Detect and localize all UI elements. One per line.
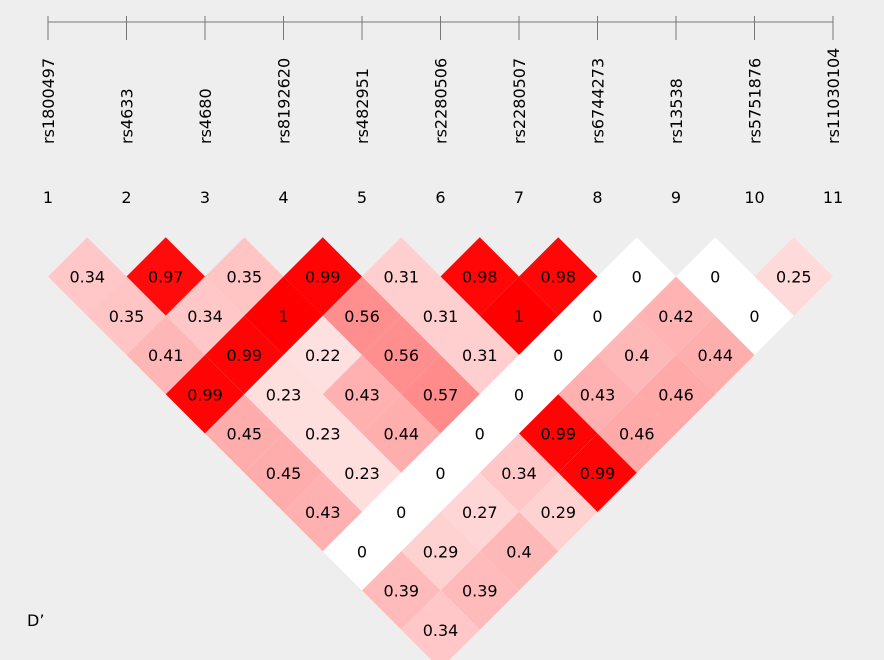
marker-number: 6 (435, 188, 445, 207)
marker-number: 9 (671, 188, 681, 207)
ld-cell-value: 0.99 (226, 346, 262, 365)
ld-cell-value: 0 (710, 268, 720, 287)
ld-cell-value: 0 (553, 346, 563, 365)
ld-cell-value: 0.99 (580, 464, 616, 483)
marker-name: rs8192620 (275, 58, 294, 144)
marker-number: 8 (592, 188, 602, 207)
marker-name: rs13538 (667, 78, 686, 144)
ld-cell-value: 0 (632, 268, 642, 287)
marker-name: rs1800497 (39, 58, 58, 144)
ld-cell-value: 0.31 (423, 307, 459, 326)
marker-labels: rs1800497 1 rs4633 2 rs4680 3 rs8192620 4 rs4829… (39, 48, 843, 207)
ld-cell-value: 0 (475, 425, 485, 444)
ld-cell-value: 0.43 (344, 385, 380, 404)
ld-cell-value: 0.99 (305, 268, 341, 287)
marker-axis (47, 16, 834, 40)
ld-cell-value: 0.23 (344, 464, 380, 483)
ld-cell-value: 0.31 (383, 268, 419, 287)
marker-number: 3 (200, 188, 210, 207)
ld-cell-value: 0 (749, 307, 759, 326)
ld-cell-value: 0.97 (148, 268, 184, 287)
ld-cell-value: 0.29 (423, 542, 459, 561)
ld-cell-value: 0.34 (187, 307, 223, 326)
statistic-label: D’ (27, 611, 44, 630)
ld-cell-value: 0.23 (266, 385, 302, 404)
ld-cell-value: 0.34 (423, 621, 459, 640)
ld-cell-value: 0.35 (109, 307, 145, 326)
marker-number: 4 (278, 188, 288, 207)
ld-cell-value: 0.42 (658, 307, 694, 326)
ld-cell-value: 0.39 (462, 582, 498, 601)
marker-name: rs2280507 (510, 58, 529, 144)
ld-cell-value: 0 (396, 503, 406, 522)
marker-name: rs4680 (196, 88, 215, 144)
marker-number: 2 (121, 188, 131, 207)
marker-name: rs482951 (353, 68, 372, 144)
ld-cell-value: 0.4 (506, 542, 531, 561)
marker-number: 7 (514, 188, 524, 207)
ld-cell-value: 0 (514, 385, 524, 404)
marker-number: 1 (43, 188, 53, 207)
ld-cell-value: 0.44 (383, 425, 419, 444)
ld-cell-value: 0.29 (540, 503, 576, 522)
ld-cell-value: 0.44 (697, 346, 733, 365)
ld-cell-value: 0.41 (148, 346, 184, 365)
ld-cell-value: 1 (278, 307, 288, 326)
marker-name: rs2280506 (432, 58, 451, 144)
ld-cell-value: 0.39 (383, 582, 419, 601)
ld-cell-value: 0.23 (305, 425, 341, 444)
ld-cell-value: 0.34 (501, 464, 537, 483)
ld-cell-value: 0.4 (624, 346, 649, 365)
marker-name: rs11030104 (824, 48, 843, 144)
ld-cell-value: 0 (435, 464, 445, 483)
ld-cell-value: 0.99 (187, 385, 223, 404)
ld-cell-value: 0.22 (305, 346, 341, 365)
ld-cell-value: 0.56 (344, 307, 380, 326)
ld-cell-value: 0.45 (226, 425, 262, 444)
marker-name: rs5751876 (746, 58, 765, 144)
ld-cell-value: 0.46 (619, 425, 655, 444)
ld-cell (401, 590, 480, 660)
ld-cell-value: 0.25 (776, 268, 812, 287)
marker-name: rs6744273 (589, 58, 608, 144)
ld-cell-value: 0.45 (266, 464, 302, 483)
marker-number: 11 (823, 188, 843, 207)
ld-cell-value: 0.46 (658, 385, 694, 404)
marker-number: 5 (357, 188, 367, 207)
ld-cell-value: 0.98 (540, 268, 576, 287)
ld-cell-value: 0.31 (462, 346, 498, 365)
ld-cell-value: 0.35 (226, 268, 262, 287)
ld-cell-value: 0.98 (462, 268, 498, 287)
ld-cell-value: 0.43 (305, 503, 341, 522)
ld-cell-value: 0 (357, 542, 367, 561)
marker-number: 10 (744, 188, 764, 207)
ld-cell-value: 0.34 (69, 268, 105, 287)
ld-cells: 0.34 0.97 0.35 0.99 0.31 0.98 0.98 0 0 0.25 0.35 0.… (48, 237, 833, 660)
ld-cell-value: 0 (592, 307, 602, 326)
ld-cell-value: 0.56 (383, 346, 419, 365)
ld-cell-value: 0.43 (580, 385, 616, 404)
ld-cell-value: 0.57 (423, 385, 459, 404)
ld-cell-value: 0.99 (540, 425, 576, 444)
ld-cell-value: 0.27 (462, 503, 498, 522)
ld-cell-value: 1 (514, 307, 524, 326)
marker-name: rs4633 (118, 88, 137, 144)
